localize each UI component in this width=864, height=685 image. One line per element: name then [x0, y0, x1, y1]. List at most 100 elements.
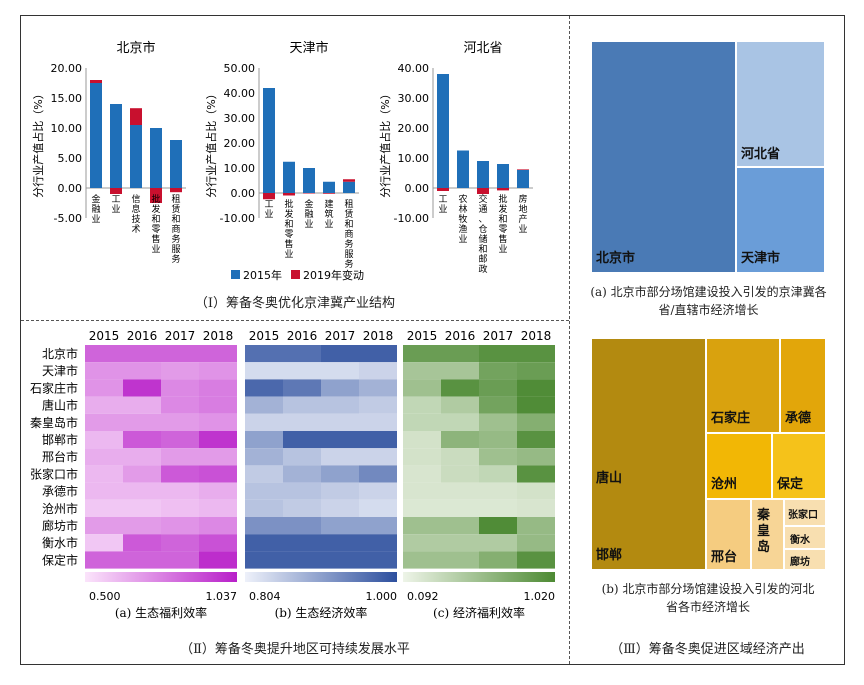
bar-2019-change: [323, 193, 335, 194]
category-label: 交通、仓储和邮政: [478, 193, 487, 275]
efficiency-heatmaps: 北京市天津市石家庄市唐山市秦皇岛市邯郸市邢台市张家口市承德市沧州市廊坊市衡水市保…: [30, 329, 555, 620]
heatmap-cell: [161, 379, 199, 397]
y-tick-label: 20.00: [398, 122, 430, 135]
year-header: 2018: [203, 329, 234, 343]
heatmap-cell: [85, 431, 123, 449]
bar-2015: [343, 181, 355, 193]
category-label: 工业: [111, 195, 120, 215]
heatmap-cell: [161, 396, 199, 414]
heatmap-cell: [403, 517, 441, 535]
heatmap-cell: [359, 534, 397, 552]
heatmap-cell: [403, 465, 441, 483]
y-tick-label: 50.00: [224, 62, 256, 75]
heatmap-cell: [441, 379, 479, 397]
heatmap-cell: [199, 413, 237, 431]
tile-tangshan-label: 唐山: [596, 471, 623, 486]
bar-2019-change: [477, 188, 489, 194]
city-label: 北京市: [42, 346, 78, 361]
heatmap-cell: [441, 499, 479, 517]
heatmap-cell: [403, 499, 441, 517]
heatmap-cell: [199, 362, 237, 380]
heatmap-cell: [85, 396, 123, 414]
tile-zhangjiakou: 张家口: [784, 499, 826, 526]
heatmap-cell: [245, 379, 283, 397]
bar-2019-change: [437, 188, 449, 191]
heatmap-cell: [359, 551, 397, 569]
heatmap-cell: [85, 379, 123, 397]
heatmap-cell: [517, 413, 555, 431]
heatmap-cell: [479, 362, 517, 380]
category-label: 租赁和商务服务: [344, 199, 353, 270]
category-label: 租赁和商务服务: [171, 194, 180, 265]
y-tick-label: -10.00: [220, 212, 255, 225]
year-header: 2015: [407, 329, 438, 343]
heatmap-cell: [321, 551, 359, 569]
heatmap-cell: [403, 534, 441, 552]
heatmap-cell: [403, 431, 441, 449]
colorbar-min-label: 0.500: [89, 590, 121, 603]
city-label: 秦皇岛市: [30, 415, 78, 430]
heatmap-cell: [479, 482, 517, 500]
tile-langfang: 廊坊: [784, 549, 826, 570]
heatmap-cell: [123, 431, 161, 449]
heatmap-cell: [403, 396, 441, 414]
heatmap-cell: [123, 413, 161, 431]
heatmap-cell: [517, 534, 555, 552]
category-label: 金融业: [304, 198, 313, 230]
heatmap-cell: [245, 499, 283, 517]
legend-label-2019: 2019年变动: [303, 268, 364, 282]
bar-2015: [323, 181, 335, 193]
heatmap-cell: [283, 465, 321, 483]
heatmap-cell: [479, 517, 517, 535]
heatmap-cell: [283, 345, 321, 363]
bar-2015: [263, 88, 275, 193]
heatmap-cell: [245, 465, 283, 483]
heatmap-cell: [123, 499, 161, 517]
heatmap-cell: [161, 465, 199, 483]
heatmap-cell: [245, 482, 283, 500]
figure-frame: [20, 15, 845, 665]
heatmap-cell: [245, 517, 283, 535]
bar-2015: [497, 164, 509, 188]
category-label: 农林牧渔业: [458, 193, 467, 245]
heatmap-cell: [359, 517, 397, 535]
tile-zhangjiakou-label: 张家口: [788, 510, 818, 521]
heatmap-cell: [123, 517, 161, 535]
bar-2015: [303, 168, 315, 193]
heatmap-cell: [85, 413, 123, 431]
category-label: 批发和零售业: [284, 198, 293, 260]
year-header: 2017: [325, 329, 356, 343]
heatmap-cell: [245, 396, 283, 414]
y-tick-label: -5.00: [54, 212, 82, 225]
heatmap-cell: [359, 448, 397, 466]
vertical-divider: [569, 16, 570, 664]
chart-title: 天津市: [289, 40, 328, 56]
heatmap-cell: [85, 362, 123, 380]
heatmap-cell: [283, 499, 321, 517]
panel2-caption: （Ⅱ）筹备冬奥提升地区可持续发展水平: [180, 642, 410, 657]
y-tick-label: 10.00: [224, 162, 256, 175]
category-label: 工业: [438, 195, 447, 215]
heatmap-cell: [517, 448, 555, 466]
year-header: 2016: [287, 329, 318, 343]
bar-2015: [517, 170, 529, 188]
category-label: 批发和零售业: [151, 193, 160, 255]
heatmap-cell: [359, 465, 397, 483]
heatmap-cell: [123, 482, 161, 500]
tile-xingtai: 邢台: [706, 499, 751, 570]
heatmap-cell: [283, 396, 321, 414]
heatmap-cell: [359, 431, 397, 449]
chart-title: 河北省: [463, 41, 502, 56]
year-header: 2017: [483, 329, 514, 343]
heatmap-cell: [403, 551, 441, 569]
city-label: 唐山市: [42, 398, 78, 413]
heatmap-cell: [517, 517, 555, 535]
heatmap-cell: [283, 534, 321, 552]
y-tick-label: 20.00: [224, 137, 256, 150]
heatmap-cell: [161, 431, 199, 449]
bar-2019-change: [517, 169, 529, 170]
heatmap-cell: [199, 517, 237, 535]
bar-2015: [110, 104, 122, 188]
heatmap-cell: [403, 482, 441, 500]
heatmap-cell: [85, 448, 123, 466]
